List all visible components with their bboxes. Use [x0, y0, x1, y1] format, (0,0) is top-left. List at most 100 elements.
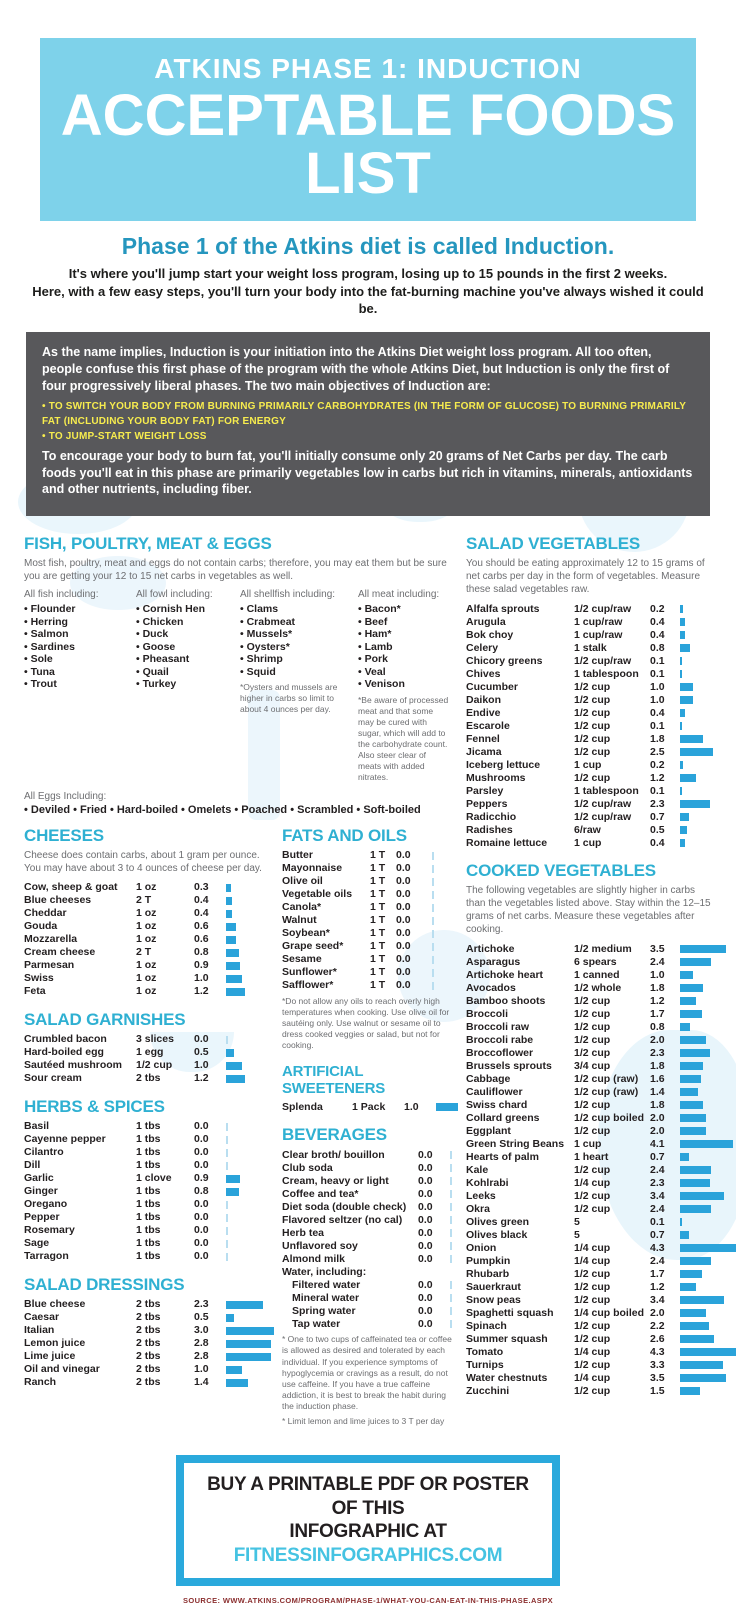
carb-value: 1.0 — [194, 1363, 209, 1376]
food-name: Cucumber — [466, 680, 518, 693]
carb-value: 0.1 — [650, 667, 665, 680]
left-inner-column-a: CHEESES Cheese does contain carbs, about… — [24, 826, 274, 1439]
carb-bar — [450, 1319, 452, 1328]
food-name: Kale — [466, 1163, 489, 1176]
serving-size: 2 tbs — [136, 1311, 161, 1324]
carb-value: 0.0 — [396, 914, 411, 927]
food-list: Bacon*BeefHam*LambPorkVealVenison — [358, 603, 450, 691]
carb-bar — [680, 682, 693, 691]
carb-bar — [450, 1150, 452, 1159]
carb-bar — [226, 1226, 228, 1235]
food-name: Pumpkin — [466, 1254, 511, 1267]
group-meat: All meat including: Bacon*BeefHam*LambPo… — [358, 589, 456, 783]
food-name: Sage — [24, 1237, 50, 1250]
carb-value: 3.4 — [650, 1189, 665, 1202]
food-row: Swiss 1 oz 1.0 — [24, 972, 274, 985]
food-row: Bok choy 1 cup/raw 0.4 — [466, 628, 712, 641]
fitnessinfographics-link[interactable]: FITNESSINFOGRAPHICS.COM — [233, 1545, 503, 1567]
carb-value: 0.4 — [194, 907, 209, 920]
carb-value: 0.0 — [396, 862, 411, 875]
food-row: Blue cheeses 2 T 0.4 — [24, 894, 274, 907]
serving-size: 1 T — [370, 888, 386, 901]
carb-bar — [680, 1178, 710, 1187]
section-title: HERBS & SPICES — [24, 1097, 165, 1117]
food-row: Safflower* 1 T 0.0 — [282, 979, 456, 992]
food-name: Basil — [24, 1120, 50, 1133]
carb-value: 2.4 — [650, 1163, 665, 1176]
carb-value: 0.0 — [194, 1250, 209, 1263]
food-name: Coffee and tea* — [282, 1187, 359, 1200]
food-name: Cream cheese — [24, 946, 96, 959]
carb-bar — [226, 1122, 228, 1131]
food-row: Olives green 5 0.1 — [466, 1215, 712, 1228]
food-row: Broccoli rabe 1/2 cup 2.0 — [466, 1033, 712, 1046]
carb-bar — [226, 1339, 271, 1348]
serving-size: 1 oz — [136, 881, 157, 894]
carb-bar — [680, 747, 713, 756]
carb-bar — [226, 1061, 242, 1070]
food-item: Squid — [240, 666, 352, 679]
food-row: Broccoli raw 1/2 cup 0.8 — [466, 1020, 712, 1033]
carb-bar — [680, 1139, 733, 1148]
serving-size: 1/2 cup/raw — [574, 654, 632, 667]
food-row: Celery 1 stalk 0.8 — [466, 641, 712, 654]
food-row: Filtered water 0.0 — [282, 1278, 456, 1291]
carb-bar — [450, 1293, 452, 1302]
food-row: Sour cream 2 tbs 1.2 — [24, 1072, 274, 1085]
food-row: Oregano 1 tbs 0.0 — [24, 1198, 274, 1211]
food-name: Iceberg lettuce — [466, 758, 541, 771]
carb-bar — [680, 1048, 710, 1057]
carb-value: 0.1 — [650, 784, 665, 797]
carb-bar — [432, 916, 434, 925]
food-name: Peppers — [466, 797, 508, 810]
carb-value: 0.0 — [396, 940, 411, 953]
serving-size: 1/2 cup — [574, 706, 611, 719]
carb-bar — [680, 1113, 706, 1122]
carb-bar — [680, 812, 689, 821]
food-row: Chives 1 tablespoon 0.1 — [466, 667, 712, 680]
food-name: Mozzarella — [24, 933, 78, 946]
food-name: Cilantro — [24, 1146, 64, 1159]
carb-value: 0.7 — [650, 810, 665, 823]
serving-size: 2 tbs — [136, 1298, 161, 1311]
food-name: Artichoke heart — [466, 968, 544, 981]
food-name: Pepper — [24, 1211, 60, 1224]
section-description: Most fish, poultry, meat and eggs do not… — [24, 558, 447, 583]
carb-value: 1.2 — [194, 985, 209, 998]
carb-bar — [680, 643, 690, 652]
food-row: Artichoke 1/2 medium 3.5 — [466, 942, 726, 955]
food-row: Rosemary 1 tbs 0.0 — [24, 1224, 274, 1237]
carb-bar — [226, 1135, 228, 1144]
salad-garnishes-table: Crumbled bacon 3 slices 0.0 Hard-boiled … — [24, 1033, 274, 1085]
carb-bar — [432, 942, 434, 951]
serving-size: 1/2 cup (raw) — [574, 1072, 639, 1085]
carb-bar — [680, 1087, 698, 1096]
group-label: All fish including: — [24, 589, 99, 601]
food-name: Onion — [466, 1241, 497, 1254]
serving-size: 1/2 cup — [574, 1007, 611, 1020]
carb-bar — [226, 935, 236, 944]
shellfish-note: *Oysters and mussels are higher in carbs… — [240, 682, 338, 715]
carb-value: 2.5 — [650, 745, 665, 758]
food-name: Butter — [282, 849, 313, 862]
food-item: Pheasant — [136, 653, 234, 666]
food-name: Crumbled bacon — [24, 1033, 107, 1046]
serving-size: 1 oz — [136, 907, 157, 920]
food-row: Bamboo shoots 1/2 cup 1.2 — [466, 994, 712, 1007]
food-name: Lemon juice — [24, 1337, 86, 1350]
food-row: Daikon 1/2 cup 1.0 — [466, 693, 712, 706]
food-name: Herb tea — [282, 1226, 325, 1239]
intro-line: It's where you'll jump start your weight… — [68, 266, 668, 282]
serving-size: 3 slices — [136, 1033, 174, 1046]
section-beverages: BEVERAGES Clear broth/ bouillon 0.0 — [282, 1125, 456, 1426]
section-description: You should be eating approximately 12 to… — [466, 558, 705, 596]
carb-value: 2.2 — [650, 1319, 665, 1332]
food-name: Blue cheese — [24, 1298, 86, 1311]
carb-bar — [432, 929, 434, 938]
food-item: Lamb — [358, 641, 450, 654]
carb-value: 0.9 — [194, 1172, 209, 1185]
serving-size: 1/2 whole — [574, 981, 622, 994]
carb-value: 1.0 — [194, 972, 209, 985]
meat-note: *Be aware of processed meat and that som… — [358, 694, 449, 783]
food-row: Pepper 1 tbs 0.0 — [24, 1211, 274, 1224]
